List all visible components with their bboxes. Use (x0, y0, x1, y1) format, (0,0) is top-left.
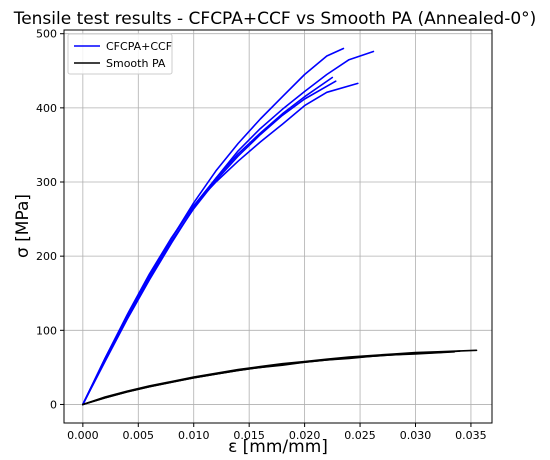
y-tick-label: 200 (36, 250, 57, 263)
grid-layer (64, 30, 492, 423)
y-tick-label: 500 (36, 28, 57, 41)
series-line-smooth-pa-8 (82, 350, 456, 406)
x-tick-label: 0.000 (67, 429, 99, 442)
series-line-cfcpa-ccf-3 (82, 76, 334, 406)
x-tick-label: 0.030 (400, 429, 432, 442)
x-tick-label: 0.025 (344, 429, 376, 442)
series-line-cfcpa-ccf-5 (82, 82, 359, 406)
tick-layer: 0.000 0.005 0.010 0.015 0.020 0.025 0.030 0.035… (36, 28, 487, 442)
legend-label-cfcpa: CFCPA+CCF (106, 40, 172, 53)
x-axis-label: ε [mm/mm] (228, 437, 328, 457)
y-tick-label: 400 (36, 102, 57, 115)
x-tick-label: 0.015 (233, 429, 265, 442)
y-tick-label: 300 (36, 176, 57, 189)
series-layer (82, 47, 478, 406)
x-tick-label: 0.010 (178, 429, 210, 442)
x-tick-label: 0.035 (455, 429, 487, 442)
chart-title: Tensile test results - CFCPA+CCF vs Smoo… (13, 9, 537, 29)
legend: CFCPA+CCF Smooth PA (67, 33, 173, 75)
plot-frame (63, 29, 493, 424)
series-line-cfcpa-ccf-4 (82, 80, 337, 406)
y-tick-label: 0 (50, 398, 57, 411)
legend-box (67, 33, 173, 75)
y-axis-label: σ [MPa] (13, 194, 33, 258)
x-tick-label: 0.005 (123, 429, 155, 442)
series-line-smooth-pa-7 (82, 349, 478, 406)
series-line-cfcpa-ccf-2 (82, 50, 375, 406)
y-tick-label: 100 (36, 324, 57, 337)
x-tick-label: 0.020 (289, 429, 321, 442)
series-line-smooth-pa-6 (82, 350, 461, 406)
legend-label-smooth-pa: Smooth PA (106, 57, 166, 70)
